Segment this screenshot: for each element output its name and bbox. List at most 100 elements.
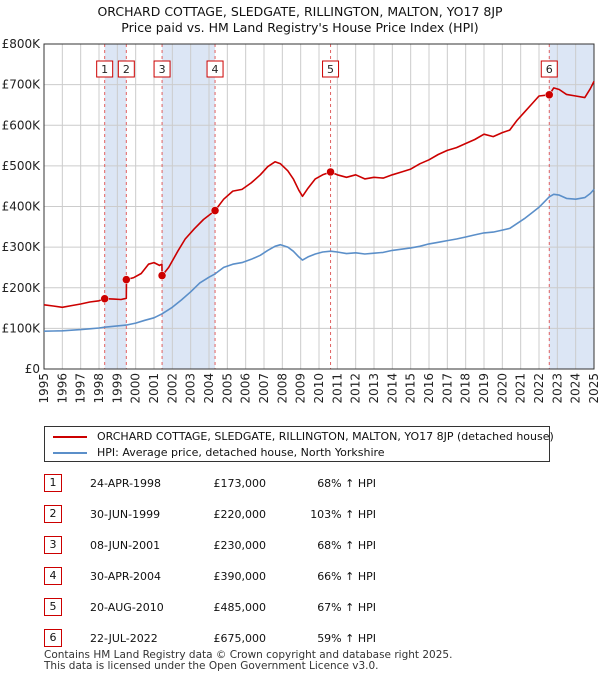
row-hpi-change: 59% ↑ HPI [317, 632, 376, 645]
row-date: 30-APR-2004 [90, 570, 162, 583]
transaction-marker-box [153, 60, 171, 78]
footer-line-2: This data is licensed under the Open Gov… [44, 660, 379, 672]
x-tick-label: 2017 [440, 373, 454, 404]
transaction-point [157, 271, 167, 280]
footer-line-1: Contains HM Land Registry data © Crown c… [44, 649, 453, 661]
x-tick-label: 2007 [257, 373, 271, 404]
row-date: 08-JUN-2001 [90, 539, 161, 552]
transaction-marker-label: 5 [327, 63, 334, 76]
transaction-marker-label: 4 [212, 63, 219, 76]
x-tick-label: 2012 [349, 373, 363, 404]
table-row: 4 30-APR-2004 £390,000 66% ↑ HPI [44, 567, 564, 585]
chart-title: ORCHARD COTTAGE, SLEDGATE, RILLINGTON, M… [0, 4, 600, 36]
x-tick-label: 2024 [569, 373, 583, 404]
x-tick-label: 1995 [37, 373, 51, 404]
row-price: £220,000 [213, 508, 267, 521]
x-tick-label: 1996 [55, 373, 69, 404]
x-tick-label: 2003 [184, 373, 198, 404]
transaction-marker-box [96, 60, 114, 78]
x-tick-label: 2016 [422, 373, 436, 404]
transaction-marker-box [206, 60, 224, 78]
x-tick-label: 2006 [239, 373, 253, 404]
row-price: £230,000 [213, 539, 267, 552]
x-tick-label: 1998 [92, 373, 106, 404]
table-row: 1 24-APR-1998 £173,000 68% ↑ HPI [44, 474, 564, 492]
row-hpi-change: 68% ↑ HPI [317, 477, 376, 490]
x-tick-label: 2009 [294, 373, 308, 404]
x-tick-label: 2025 [587, 373, 600, 404]
x-tick-label: 2001 [147, 373, 161, 404]
row-number: 3 [44, 536, 62, 554]
y-tick-label: £600K [2, 118, 42, 132]
y-tick-label: £300K [2, 240, 42, 254]
table-row: 2 30-JUN-1999 £220,000 103% ↑ HPI [44, 505, 564, 523]
table-row: 6 22-JUL-2022 £675,000 59% ↑ HPI [44, 629, 564, 647]
y-tick-label: £700K [2, 78, 42, 92]
row-price: £675,000 [213, 632, 267, 645]
x-tick-label: 2005 [220, 373, 234, 404]
y-tick-label: £400K [2, 200, 42, 214]
hpi-line [43, 188, 595, 332]
x-tick-label: 2000 [129, 373, 143, 404]
transaction-marker-label: 2 [123, 63, 130, 76]
row-date: 30-JUN-1999 [90, 508, 161, 521]
transaction-marker-box [322, 60, 340, 78]
row-date: 20-AUG-2010 [90, 601, 164, 614]
plot-frame [43, 43, 595, 370]
row-hpi-change: 66% ↑ HPI [317, 570, 376, 583]
legend-swatch-property [53, 436, 87, 438]
row-date: 24-APR-1998 [90, 477, 162, 490]
row-hpi-change: 67% ↑ HPI [317, 601, 376, 614]
table-row: 3 08-JUN-2001 £230,000 68% ↑ HPI [44, 536, 564, 554]
row-number: 6 [44, 629, 62, 647]
y-tick-label: £100K [2, 321, 42, 335]
property-price-line [43, 81, 595, 309]
legend: ORCHARD COTTAGE, SLEDGATE, RILLINGTON, M… [44, 426, 554, 462]
row-price: £173,000 [213, 477, 267, 490]
x-tick-label: 2004 [202, 373, 216, 404]
row-date: 22-JUL-2022 [90, 632, 158, 645]
row-number: 5 [44, 598, 62, 616]
x-tick-label: 2020 [495, 373, 509, 404]
transaction-marker-label: 1 [101, 63, 108, 76]
legend-label-hpi: HPI: Average price, detached house, Nort… [97, 446, 385, 459]
table-row: 5 20-AUG-2010 £485,000 67% ↑ HPI [44, 598, 564, 616]
row-price: £485,000 [213, 601, 267, 614]
x-tick-label: 2013 [367, 373, 381, 404]
row-number: 1 [44, 474, 62, 492]
x-tick-label: 2022 [532, 373, 546, 404]
x-tick-label: 2014 [385, 373, 399, 404]
y-tick-label: £0 [25, 362, 40, 376]
transaction-point [210, 206, 220, 215]
transaction-marker-box [117, 60, 135, 78]
title-line-2: Price paid vs. HM Land Registry's House … [121, 20, 479, 35]
transaction-marker-label: 6 [546, 63, 553, 76]
x-tick-label: 2019 [477, 373, 491, 404]
row-price: £390,000 [213, 570, 267, 583]
x-tick-label: 2002 [165, 373, 179, 404]
x-tick-label: 2021 [514, 373, 528, 404]
x-tick-label: 1999 [110, 373, 124, 404]
y-tick-label: £500K [2, 159, 42, 173]
transaction-marker-label: 3 [159, 63, 166, 76]
y-tick-label: £800K [2, 37, 42, 51]
transaction-point [100, 294, 109, 303]
footer-credits: Contains HM Land Registry data © Crown c… [44, 650, 452, 672]
x-tick-label: 1997 [74, 373, 88, 404]
transaction-marker-box [540, 60, 558, 78]
y-tick-label: £200K [2, 281, 42, 295]
transaction-point [122, 275, 131, 284]
transaction-point [545, 90, 554, 100]
row-number: 2 [44, 505, 62, 523]
row-hpi-change: 68% ↑ HPI [317, 539, 376, 552]
x-tick-label: 2015 [404, 373, 418, 404]
title-line-1: ORCHARD COTTAGE, SLEDGATE, RILLINGTON, M… [97, 4, 503, 19]
price-chart: 1 2 3 4 5 6 £0 £100K £200K £300K £400K £500K £600K £… [2, 37, 600, 404]
row-hpi-change: 103% ↑ HPI [310, 508, 376, 521]
transaction-point [326, 167, 335, 177]
x-tick-label: 2008 [275, 373, 289, 404]
x-tick-label: 2023 [550, 373, 564, 404]
x-tick-label: 2010 [312, 373, 326, 404]
legend-label-property: ORCHARD COTTAGE, SLEDGATE, RILLINGTON, M… [97, 430, 554, 443]
legend-swatch-hpi [53, 452, 87, 454]
